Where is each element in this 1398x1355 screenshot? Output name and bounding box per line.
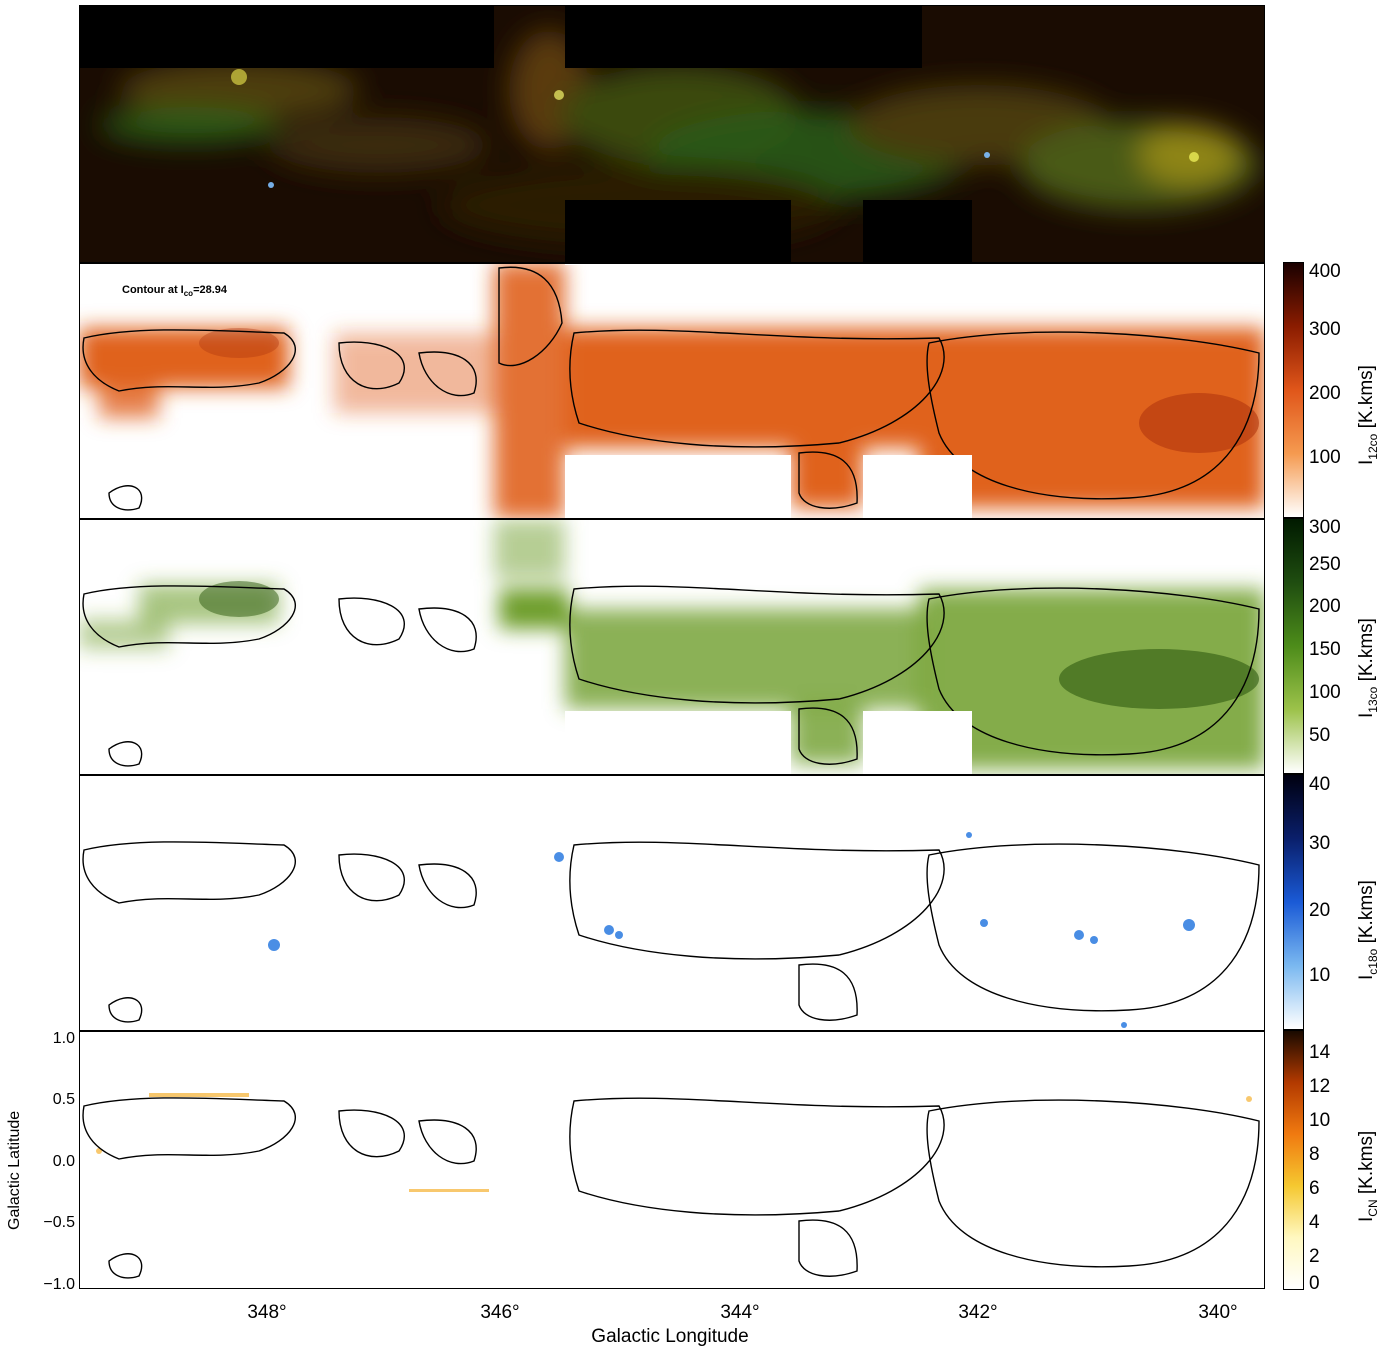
cn-colorbar-label: ICN [K.kms] bbox=[1356, 1130, 1380, 1222]
co13-tick-50: 50 bbox=[1309, 725, 1331, 746]
co13-map bbox=[79, 519, 1265, 775]
co13-tick-150: 150 bbox=[1309, 639, 1341, 660]
cn-tick-6: 6 bbox=[1309, 1178, 1320, 1199]
co13-colorbar-label: I13co [K.kms] bbox=[1356, 618, 1380, 718]
cn-colorbar bbox=[1283, 1030, 1304, 1290]
rgb-composite-image bbox=[79, 5, 1265, 263]
y-axis-label: Galactic Latitude bbox=[6, 1110, 23, 1230]
cn-tick-4: 4 bbox=[1309, 1212, 1320, 1233]
co13-tick-300: 300 bbox=[1309, 517, 1341, 538]
x-tick-348: 348° bbox=[247, 1302, 287, 1323]
co13-colorbar bbox=[1283, 518, 1304, 774]
x-tick-342: 342° bbox=[958, 1302, 998, 1323]
co12-colorbar-label: I12co [K.kms] bbox=[1356, 365, 1380, 465]
cn-tick-8: 8 bbox=[1309, 1144, 1320, 1165]
c18o-panel bbox=[79, 775, 1265, 1031]
cn-map bbox=[79, 1031, 1265, 1287]
c18o-colorbar bbox=[1283, 774, 1304, 1030]
cn-frame bbox=[79, 1031, 1265, 1289]
bright-source bbox=[231, 69, 247, 85]
contour-annotation: Contour at Ico=28.94 bbox=[122, 284, 228, 299]
c18o-tick-20: 20 bbox=[1309, 900, 1331, 921]
x-tick-340: 340° bbox=[1198, 1302, 1238, 1323]
co12-colorbar bbox=[1283, 262, 1304, 518]
y-tick-5: −1.0 bbox=[43, 1276, 75, 1293]
co13-panel bbox=[79, 519, 1265, 775]
cn-tick-12: 12 bbox=[1309, 1076, 1331, 1097]
co12-frame bbox=[79, 263, 1265, 519]
co12-tick-100: 100 bbox=[1309, 447, 1341, 468]
x-tick-346: 346° bbox=[480, 1302, 520, 1323]
co12-map bbox=[79, 263, 1265, 519]
cn-tick-14: 14 bbox=[1309, 1042, 1331, 1063]
c18o-frame bbox=[79, 775, 1265, 1031]
rgb-composite-frame bbox=[79, 5, 1265, 263]
c18o-tick-40: 40 bbox=[1309, 774, 1331, 795]
x-tick-344: 344° bbox=[720, 1302, 760, 1323]
co12-tick-300: 300 bbox=[1309, 319, 1341, 340]
co13-tick-250: 250 bbox=[1309, 554, 1341, 575]
cn-tick-2: 2 bbox=[1309, 1246, 1320, 1267]
co12-tick-400: 400 bbox=[1309, 261, 1341, 282]
co13-tick-200: 200 bbox=[1309, 596, 1341, 617]
c18o-colorbar-label: Ic18o [K.kms] bbox=[1356, 880, 1380, 980]
y-tick-4: −0.5 bbox=[43, 1214, 75, 1231]
co13-tick-100: 100 bbox=[1309, 682, 1341, 703]
y-tick-2: 0.5 bbox=[52, 1091, 75, 1108]
cn-panel bbox=[79, 1031, 1265, 1287]
cn-tick-0: 0 bbox=[1309, 1273, 1320, 1294]
co13-frame bbox=[79, 519, 1265, 775]
co12-tick-200: 200 bbox=[1309, 383, 1341, 404]
c18o-tick-30: 30 bbox=[1309, 833, 1331, 854]
c18o-tick-10: 10 bbox=[1309, 965, 1331, 986]
c18o-map bbox=[79, 775, 1265, 1031]
y-tick-1: 1.0 bbox=[52, 1030, 75, 1047]
cn-tick-10: 10 bbox=[1309, 1110, 1331, 1131]
co12-panel: Contour at Ico=28.94 bbox=[79, 263, 1265, 519]
rgb-composite-panel bbox=[79, 5, 1265, 263]
x-axis-label: Galactic Longitude bbox=[591, 1326, 749, 1347]
y-tick-3: 0.0 bbox=[52, 1153, 75, 1170]
